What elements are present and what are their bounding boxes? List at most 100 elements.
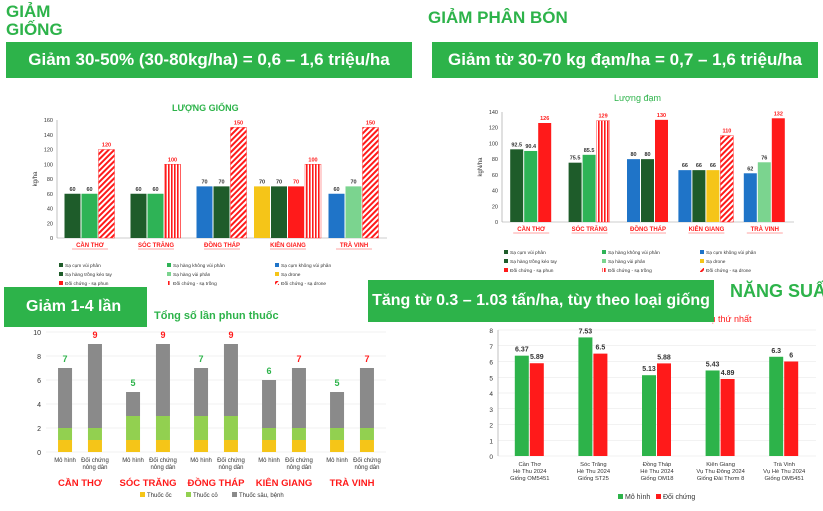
bar	[655, 119, 668, 222]
bar-total-label: 9	[92, 330, 97, 340]
legend-label: Sạ cụm không vùi phân	[281, 263, 331, 269]
bar-value-label: 100	[308, 157, 317, 163]
legend-label: Thuốc sâu, bệnh	[239, 493, 284, 499]
y-tick-label: 120	[489, 126, 498, 132]
x-category-label: SÓC TRĂNG	[138, 241, 174, 249]
y-tick-label: 2	[37, 426, 41, 433]
legend-label: Đối chứng - sạ drone	[706, 268, 751, 274]
bar	[510, 149, 524, 222]
x-category-label: Giống OM5451	[510, 476, 549, 482]
x-category-label: Vụ Hè Thu 2024	[763, 469, 806, 475]
bar	[678, 170, 692, 222]
legend-swatch	[504, 268, 508, 272]
legend-swatch	[167, 281, 171, 285]
bar	[657, 363, 671, 456]
bar	[641, 159, 654, 222]
bar	[743, 173, 757, 222]
x-category-label: Hè Thu 2024	[513, 469, 547, 475]
x-bar-label: Mô hình	[326, 458, 348, 464]
bar	[213, 186, 230, 238]
bar	[196, 186, 213, 238]
bar-total-label: 7	[364, 354, 369, 364]
stacked-segment	[155, 440, 170, 452]
bar-total-label: 9	[228, 330, 233, 340]
bar-value-label: 70	[218, 179, 224, 185]
x-category-label: SÓC TRĂNG	[572, 225, 608, 233]
bar-value-label: 7.53	[579, 328, 593, 335]
bar-value-label: 6.5	[596, 345, 606, 352]
y-tick-label: 80	[492, 157, 498, 163]
y-axis-label: kg/ha	[33, 171, 39, 186]
y-tick-label: 100	[489, 141, 498, 147]
bar-value-label: 5.89	[530, 354, 544, 361]
bar-value-label: 5.88	[657, 354, 671, 361]
bar	[529, 363, 544, 456]
legend-swatch	[700, 259, 704, 263]
bar-value-label: 126	[540, 116, 549, 122]
stacked-segment	[223, 344, 238, 416]
stacked-segment	[330, 440, 345, 452]
stacked-segment	[262, 428, 277, 440]
fert-section-title: GIẢM PHÂN BÓN	[428, 8, 568, 27]
bar-value-label: 6.37	[515, 347, 529, 354]
y-tick-label: 40	[47, 207, 53, 213]
x-category-label: SÓC TRĂNG	[120, 477, 177, 489]
bar	[130, 193, 147, 238]
bar-value-label: 6	[789, 353, 793, 360]
bar-total-label: 5	[335, 378, 340, 388]
legend-label: Đối chứng	[663, 492, 695, 501]
bar-total-label: 9	[160, 330, 165, 340]
x-category-label: Kiên Giang	[706, 462, 735, 468]
seed-section-title: GIẢM GIỐNG	[6, 2, 63, 39]
y-tick-label: 8	[489, 328, 493, 335]
legend-label: Thuốc cỏ	[193, 492, 218, 499]
legend-label: Đối chứng - sạ phun	[65, 281, 109, 287]
y-tick-label: 1	[489, 438, 493, 445]
x-category-label: KIÊN GIANG	[270, 241, 306, 249]
bar-value-label: 75.5	[570, 156, 581, 162]
x-bar-label: nông dân	[82, 465, 107, 471]
stacked-segment	[58, 368, 73, 428]
x-category-label: Trà Vinh	[773, 462, 795, 468]
legend-label: Đối chứng - sạ trồng	[173, 281, 217, 287]
legend-label: Đối chứng - sạ drone	[281, 281, 326, 287]
bar-value-label: 150	[234, 120, 243, 126]
stacked-segment	[262, 440, 277, 452]
legend-label: Sạ drone	[281, 272, 301, 278]
legend-label: Thuốc ốc	[147, 493, 172, 499]
bar	[538, 123, 552, 222]
stacked-segment	[194, 440, 209, 452]
bar-total-label: 7	[63, 354, 68, 364]
bar-value-label: 5.13	[642, 366, 656, 373]
y-tick-label: 7	[489, 344, 493, 351]
legend-label: Sạ hàng vùi phân	[608, 259, 646, 265]
legend-label: Sạ hàng trồng kéo tay	[65, 272, 113, 278]
bar-value-label: 150	[366, 120, 375, 126]
legend-swatch	[602, 250, 606, 254]
stacked-segment	[87, 440, 102, 452]
bar	[757, 162, 771, 222]
x-category-label: ĐỒNG THÁP	[188, 477, 246, 489]
y-tick-label: 160	[44, 118, 53, 124]
legend-swatch	[700, 250, 704, 254]
bar-value-label: 70	[350, 179, 356, 185]
legend-swatch	[59, 263, 63, 267]
x-category-label: CẦN THƠ	[76, 242, 105, 249]
yield-chart-title: vụ thứ nhất	[706, 314, 752, 324]
bar	[642, 375, 656, 456]
bar-value-label: 60	[135, 187, 141, 193]
x-bar-label: Đối chứng	[217, 458, 245, 464]
bar-value-label: 70	[293, 179, 299, 185]
bar	[288, 186, 304, 238]
x-category-label: Sóc Trăng	[580, 462, 606, 468]
stacked-segment	[359, 428, 374, 440]
bar	[568, 162, 582, 222]
stacked-segment	[194, 368, 209, 416]
bar	[230, 127, 247, 239]
x-bar-label: Mô hình	[122, 458, 144, 464]
stacked-segment	[330, 428, 345, 440]
x-category-label: Vụ Thu Đông 2024	[696, 469, 745, 475]
bar-value-label: 120	[102, 143, 111, 149]
